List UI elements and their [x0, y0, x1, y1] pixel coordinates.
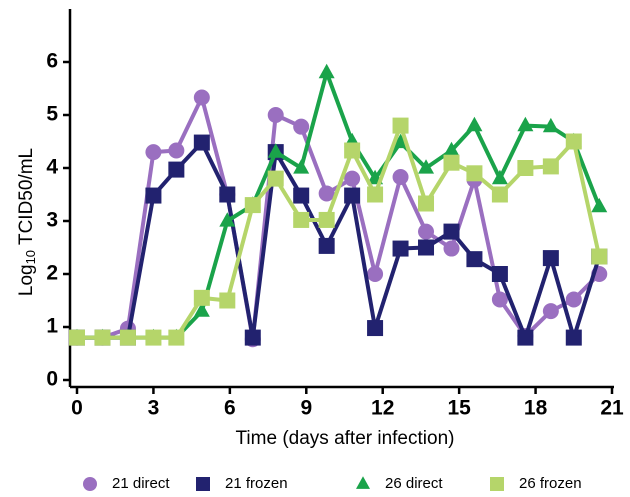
- y-tick-label: 1: [46, 315, 58, 338]
- y-label-sub: 10: [23, 250, 38, 264]
- data-point: [542, 303, 559, 320]
- data-point: [344, 170, 361, 187]
- data-point: [193, 289, 210, 306]
- x-tick-label: 12: [371, 397, 394, 420]
- legend-label: 21 frozen: [225, 475, 288, 492]
- x-tick-label: 3: [148, 397, 160, 420]
- data-point: [542, 158, 559, 175]
- data-point: [145, 144, 162, 161]
- data-point: [168, 329, 185, 346]
- data-point: [517, 116, 534, 132]
- x-tick-label: 9: [300, 397, 312, 420]
- data-point: [367, 320, 384, 337]
- data-point: [168, 142, 185, 159]
- data-point: [443, 154, 460, 171]
- x-axis-label: Time (days after infection): [236, 428, 455, 449]
- data-point: [293, 118, 310, 135]
- y-label-rest: TCID50/mL: [16, 148, 37, 250]
- y-tick-label: 3: [46, 209, 58, 232]
- data-point: [267, 170, 284, 187]
- data-point: [392, 117, 409, 134]
- data-point: [244, 197, 261, 214]
- legend-marker: [83, 477, 97, 491]
- x-tick-label: 15: [447, 397, 471, 420]
- data-point: [591, 197, 608, 213]
- x-tick-label: 0: [71, 397, 83, 420]
- data-point: [443, 240, 460, 257]
- y-tick-label: 5: [46, 103, 58, 126]
- y-label-main: Log: [16, 264, 37, 296]
- data-point: [565, 291, 582, 308]
- data-point: [193, 302, 210, 317]
- data-point: [491, 266, 508, 282]
- data-point: [466, 165, 483, 182]
- data-point: [392, 240, 409, 257]
- data-point: [517, 329, 534, 346]
- x-tick-label: 6: [224, 397, 236, 420]
- series-line: [77, 140, 602, 340]
- legend-marker: [356, 476, 370, 489]
- data-point: [344, 142, 361, 159]
- x-tick-label: 18: [524, 397, 548, 420]
- data-point: [367, 186, 384, 203]
- data-point: [94, 329, 111, 346]
- data-point: [418, 159, 435, 174]
- data-point: [267, 143, 284, 158]
- legend-label: 21 direct: [112, 475, 170, 492]
- x-tick-label: 21: [600, 397, 624, 420]
- y-axis-label: Log10 TCID50/mL: [16, 148, 38, 296]
- data-point: [293, 211, 310, 228]
- data-point: [443, 141, 460, 157]
- data-point: [69, 329, 85, 346]
- data-point: [293, 159, 310, 174]
- data-point: [392, 133, 409, 149]
- data-point: [491, 169, 508, 185]
- data-point: [418, 239, 435, 256]
- data-point: [517, 160, 534, 176]
- data-point: [193, 134, 210, 151]
- data-point: [565, 133, 582, 150]
- data-point: [418, 223, 435, 240]
- data-point: [145, 187, 162, 204]
- data-point: [418, 195, 435, 212]
- data-point: [565, 329, 582, 346]
- data-point: [293, 187, 310, 204]
- series-line: [77, 123, 602, 340]
- data-point: [491, 186, 508, 203]
- data-point: [168, 161, 185, 178]
- data-point: [318, 185, 335, 202]
- series-line: [77, 70, 602, 340]
- y-tick-label: 0: [46, 368, 58, 391]
- legend-marker: [196, 477, 210, 491]
- data-point: [392, 169, 409, 186]
- data-point: [542, 250, 559, 267]
- data-point: [219, 292, 236, 309]
- data-point: [443, 223, 460, 240]
- data-point: [367, 266, 384, 282]
- legend-label: 26 direct: [385, 475, 443, 492]
- y-tick-label: 2: [46, 262, 58, 285]
- data-point: [491, 291, 508, 308]
- data-point: [219, 212, 236, 227]
- legend-marker: [490, 477, 504, 491]
- data-point: [318, 211, 335, 228]
- data-point: [267, 107, 284, 123]
- data-point: [219, 186, 236, 203]
- data-point: [145, 329, 162, 346]
- data-point: [318, 237, 335, 254]
- data-point: [591, 248, 608, 265]
- data-point: [318, 63, 335, 79]
- data-point: [119, 329, 136, 346]
- data-point: [542, 117, 559, 133]
- data-point: [344, 187, 361, 204]
- data-point: [193, 89, 210, 106]
- y-tick-label: 6: [46, 50, 58, 73]
- y-tick-label: 4: [46, 156, 58, 179]
- data-point: [244, 329, 261, 346]
- data-point: [466, 116, 483, 132]
- data-point: [466, 251, 483, 268]
- legend-label: 26 frozen: [519, 475, 582, 492]
